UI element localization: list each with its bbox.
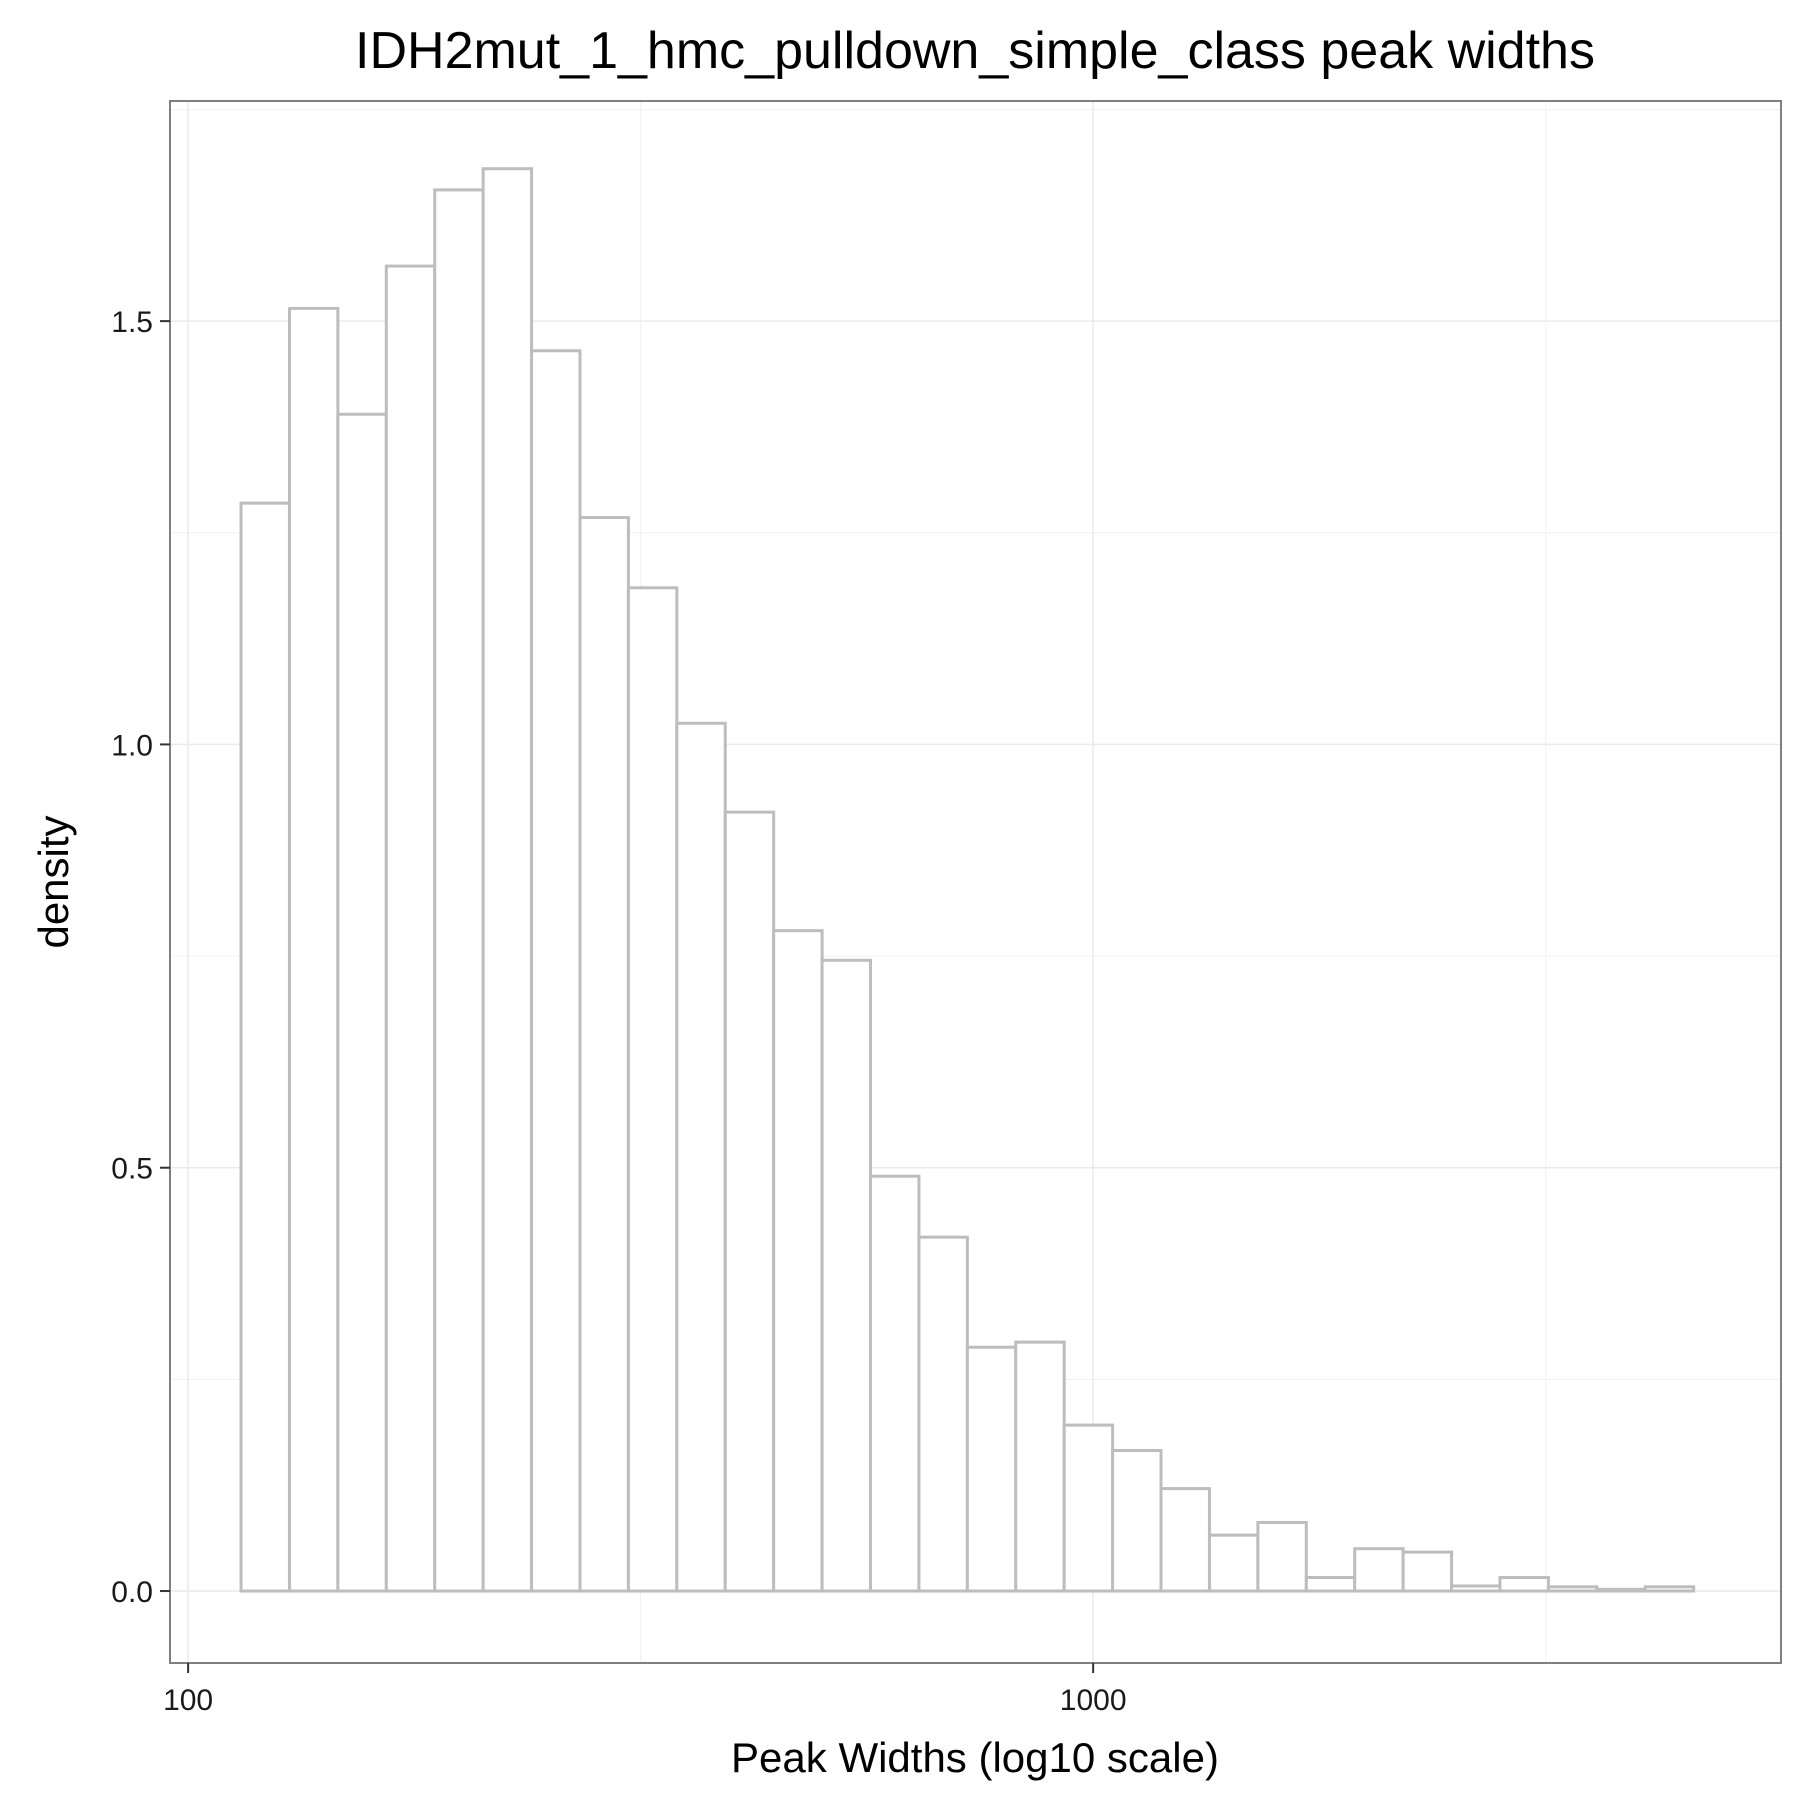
y-axis-label: density: [30, 815, 77, 948]
histogram-bar: [1159, 1487, 1211, 1593]
histogram-bar: [1304, 1575, 1357, 1593]
histogram-bar: [1062, 1423, 1115, 1593]
histogram-bar: [965, 1345, 1018, 1593]
histogram-bar: [530, 349, 582, 1593]
histogram-bar: [1546, 1585, 1599, 1593]
y-tick-label: 1.5: [111, 306, 153, 339]
histogram-bar: [626, 586, 679, 1593]
panel-border: [169, 100, 1782, 1664]
histogram-bar: [1111, 1449, 1163, 1593]
histogram-bar: [1353, 1547, 1405, 1593]
y-tick-label: 1.0: [111, 729, 153, 762]
histogram-bar: [772, 929, 824, 1593]
chart-title: IDH2mut_1_hmc_pulldown_simple_class peak…: [355, 22, 1595, 80]
x-axis-label: Peak Widths (log10 scale): [731, 1734, 1219, 1781]
plot-panel: [169, 100, 1782, 1664]
histogram-bar: [578, 516, 630, 1593]
histogram-bar: [820, 958, 873, 1593]
x-tick-label: 1000: [1060, 1684, 1127, 1717]
histogram-bar: [287, 306, 340, 1593]
histogram-bar: [1450, 1584, 1502, 1593]
histogram-bars: [239, 167, 1696, 1593]
y-tick-label: 0.0: [111, 1576, 153, 1609]
histogram-bar: [481, 167, 534, 1593]
histogram-bar: [1256, 1520, 1308, 1593]
histogram-bar: [336, 412, 388, 1593]
x-tick-label: 100: [163, 1684, 213, 1717]
histogram-bar: [1595, 1587, 1647, 1593]
histogram-bar: [869, 1174, 921, 1593]
histogram-bar: [239, 501, 291, 1593]
histogram-bar: [917, 1235, 969, 1593]
histogram-bar: [384, 264, 437, 1593]
y-tick-label: 0.5: [111, 1153, 153, 1186]
histogram-bar: [675, 721, 727, 1593]
x-axis: 100 1000: [163, 1663, 1127, 1717]
histogram-bar: [433, 188, 485, 1593]
histogram-bar: [1207, 1533, 1260, 1593]
histogram-bar: [1401, 1550, 1454, 1593]
histogram-bar: [1643, 1585, 1696, 1593]
histogram-bar: [723, 810, 776, 1593]
y-axis: 0.0 0.5 1.0 1.5: [111, 306, 170, 1609]
histogram-bar: [1498, 1575, 1550, 1593]
histogram-bar: [1014, 1340, 1066, 1593]
